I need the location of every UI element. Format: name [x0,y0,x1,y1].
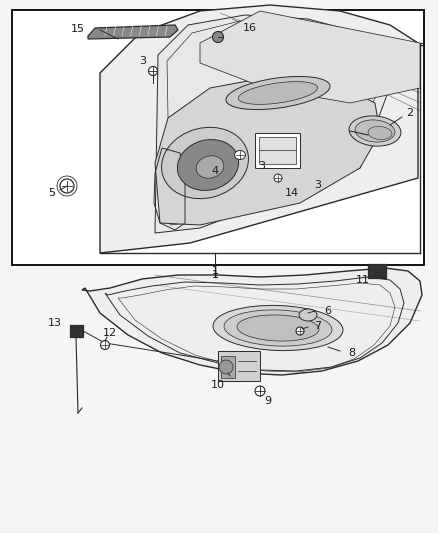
Ellipse shape [196,156,224,178]
Circle shape [296,327,304,335]
Ellipse shape [299,309,317,321]
Bar [221,356,235,378]
Ellipse shape [234,150,246,159]
Text: 13: 13 [48,318,62,328]
Bar [259,137,296,164]
Text: 4: 4 [212,166,219,176]
Polygon shape [200,11,420,103]
Text: 9: 9 [265,396,272,406]
Text: 14: 14 [285,188,299,198]
Text: 1: 1 [212,270,219,280]
Circle shape [274,174,282,182]
Circle shape [212,31,223,43]
Circle shape [219,360,233,374]
Text: 3: 3 [139,56,146,66]
Ellipse shape [237,315,319,341]
Text: 3: 3 [258,161,265,171]
Text: 15: 15 [71,24,85,34]
Circle shape [255,386,265,396]
FancyBboxPatch shape [368,264,386,278]
Text: 6: 6 [325,306,332,316]
Text: 7: 7 [314,321,321,331]
Ellipse shape [213,305,343,351]
Text: 10: 10 [211,380,225,390]
FancyBboxPatch shape [70,325,83,337]
Bar [12,10,424,265]
Ellipse shape [226,76,330,110]
Ellipse shape [162,127,248,199]
Polygon shape [155,75,380,225]
Text: 8: 8 [349,348,356,358]
Ellipse shape [177,140,239,190]
Circle shape [60,179,74,193]
Ellipse shape [238,82,318,104]
Ellipse shape [349,116,401,146]
Circle shape [100,341,110,350]
Text: 12: 12 [103,328,117,338]
Circle shape [148,67,158,76]
Text: 2: 2 [406,108,413,118]
Text: 3: 3 [314,180,321,190]
Polygon shape [155,15,398,233]
Ellipse shape [224,310,332,346]
Text: 1: 1 [212,266,219,276]
Polygon shape [82,268,422,375]
Text: 11: 11 [356,275,370,285]
Text: 5: 5 [49,188,56,198]
Polygon shape [88,25,178,39]
Bar [218,351,260,381]
Text: 16: 16 [243,23,257,33]
Polygon shape [100,5,418,253]
Ellipse shape [355,120,395,142]
Bar [255,133,300,168]
Ellipse shape [368,126,392,140]
